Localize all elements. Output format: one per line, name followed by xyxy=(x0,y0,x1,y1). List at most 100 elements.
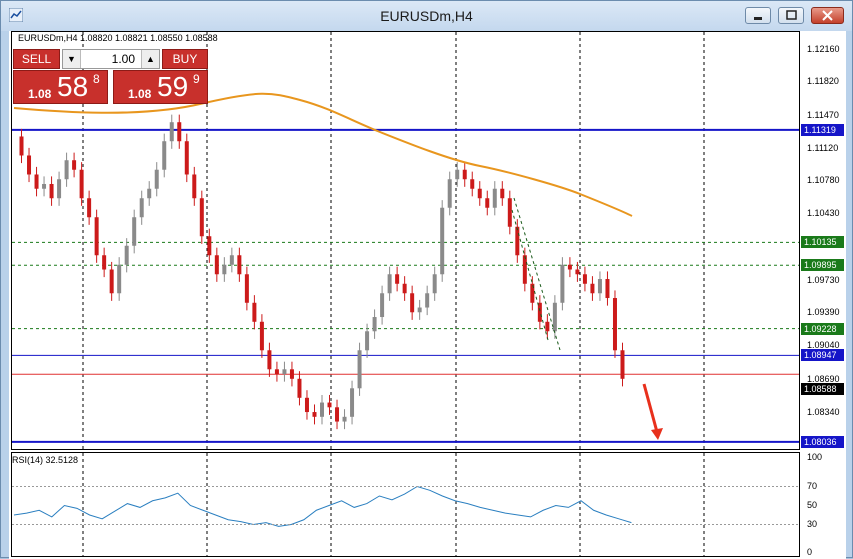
candle-body xyxy=(109,269,114,294)
candle-body xyxy=(410,293,415,313)
price-level-label: 1.08036 xyxy=(801,435,844,448)
main-chart-frame xyxy=(11,31,800,450)
title-bar[interactable]: EURUSDm,H4 xyxy=(1,1,852,31)
price-tick-label: 1.08340 xyxy=(807,407,840,417)
candle-body xyxy=(425,293,430,308)
candle-body xyxy=(485,198,490,208)
candle-body xyxy=(132,217,137,246)
candle-body xyxy=(605,279,610,299)
candle-body xyxy=(597,279,602,294)
candle-body xyxy=(455,169,460,180)
trend-dashed-line xyxy=(511,197,561,351)
minimize-icon xyxy=(754,17,762,20)
horizontal-levels xyxy=(12,128,799,443)
one-click-trading-panel: SELL ▼ 1.00 ▲ BUY 1.08 58 8 1.08 59 9 xyxy=(13,47,209,104)
vertical-grid xyxy=(82,32,705,556)
candle-body xyxy=(402,283,407,294)
candle-body xyxy=(214,255,219,275)
lot-increase-button[interactable]: ▲ xyxy=(141,50,159,68)
candle-body xyxy=(34,174,39,189)
price-tick-label: 1.09040 xyxy=(807,340,840,351)
maximize-button[interactable] xyxy=(778,7,804,24)
close-button[interactable] xyxy=(811,7,844,24)
candle-body xyxy=(327,402,332,408)
candle-body xyxy=(274,369,279,375)
candle-body xyxy=(590,283,595,294)
close-icon xyxy=(822,10,833,21)
price-tick-label: 1.08690 xyxy=(807,373,840,384)
candle-body xyxy=(477,188,482,199)
candle-body xyxy=(297,378,302,398)
candle-body xyxy=(169,122,174,142)
candle-body xyxy=(320,402,324,417)
candle-body xyxy=(184,141,189,175)
candle-body xyxy=(244,274,249,303)
candle-body xyxy=(162,141,167,170)
candle-body xyxy=(57,179,62,199)
candle-body xyxy=(335,407,340,422)
rsi-tick-label: 30 xyxy=(807,518,818,529)
rsi-tick-label: 50 xyxy=(807,499,818,510)
lot-size-value[interactable]: 1.00 xyxy=(111,52,135,66)
candle-body xyxy=(492,188,497,208)
rsi-levels xyxy=(12,486,799,525)
candle-body xyxy=(312,412,317,417)
sell-price-main: 58 xyxy=(57,71,89,102)
buy-price-main: 59 xyxy=(157,71,189,102)
candle-body xyxy=(350,388,355,417)
candle-body xyxy=(139,198,144,218)
candle-body xyxy=(79,169,84,199)
sell-button[interactable]: SELL xyxy=(13,49,60,69)
candle-body xyxy=(447,179,452,208)
candle-body xyxy=(192,174,197,199)
moving-average-line xyxy=(13,92,633,217)
price-level-label: 1.08947 xyxy=(801,349,844,362)
candle-body xyxy=(147,188,152,199)
candle-body xyxy=(372,317,377,332)
minimize-button[interactable] xyxy=(745,7,771,24)
candle-body xyxy=(342,416,347,422)
price-level-label: 1.10135 xyxy=(801,236,844,249)
rsi-chart-frame xyxy=(11,452,800,557)
buy-price-quote[interactable]: 1.08 59 9 xyxy=(113,70,208,104)
candle-body xyxy=(365,331,370,351)
sell-price-quote[interactable]: 1.08 58 8 xyxy=(13,70,108,104)
candle-body xyxy=(304,397,309,413)
lot-size-input[interactable]: ▼ 1.00 ▲ xyxy=(62,49,160,69)
candle-body xyxy=(545,321,550,332)
candle-body xyxy=(102,255,107,270)
window-title: EURUSDm,H4 xyxy=(380,8,473,24)
rsi-line xyxy=(13,485,632,527)
candle-body xyxy=(72,160,77,170)
candle-body xyxy=(522,255,527,284)
buy-button[interactable]: BUY xyxy=(162,49,208,69)
candle-body xyxy=(567,264,572,270)
candle-body xyxy=(64,160,69,180)
candle-body xyxy=(87,198,92,218)
price-level-label: 1.11319 xyxy=(801,123,844,136)
price-tick-label: 1.09730 xyxy=(807,274,840,285)
price-tick-label: 1.09390 xyxy=(807,307,840,318)
candle-body xyxy=(94,217,99,256)
candle-body xyxy=(117,264,122,294)
candle-body xyxy=(267,350,272,370)
price-tick-label: 1.11820 xyxy=(807,76,839,87)
candle-body xyxy=(49,183,54,199)
down-arrow-annotation xyxy=(642,383,663,440)
price-tick-label: 1.11120 xyxy=(807,142,839,153)
candle-body xyxy=(530,283,535,303)
candle-body xyxy=(560,264,565,303)
price-level-label: 1.08588 xyxy=(801,383,844,396)
candle-body xyxy=(154,169,159,189)
candle-body xyxy=(380,293,385,318)
sell-price-prefix: 1.08 xyxy=(28,87,52,101)
candle-body xyxy=(252,302,257,322)
candle-body xyxy=(612,298,617,351)
candle-body xyxy=(207,236,212,256)
price-level-label: 1.09228 xyxy=(801,322,844,335)
candle-body xyxy=(417,307,422,313)
candle-body xyxy=(289,369,294,379)
lot-decrease-button[interactable]: ▼ xyxy=(63,50,81,68)
price-level-label: 1.09895 xyxy=(801,259,844,272)
